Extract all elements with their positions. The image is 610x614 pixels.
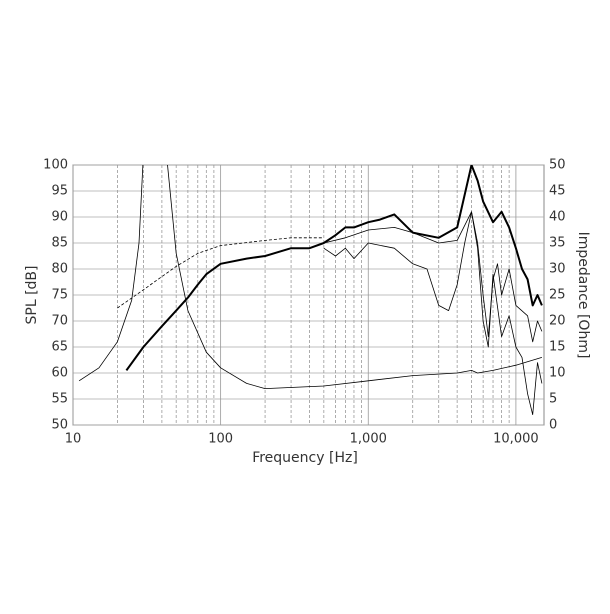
- y2-tick-label: 10: [549, 366, 566, 381]
- y-tick-label: 60: [51, 366, 68, 381]
- grid: [72, 164, 544, 426]
- y2-tick-label: 50: [549, 158, 566, 173]
- y2-tick-label: 15: [549, 340, 566, 355]
- y-axis-label: SPL [dB]: [24, 266, 40, 325]
- y2-tick-label: 20: [549, 314, 566, 329]
- x-tick-label: 1,000: [350, 432, 387, 447]
- y-tick-label: 80: [51, 262, 68, 277]
- x-tick-label: 100: [208, 432, 233, 447]
- y-tick-label: 50: [51, 418, 68, 433]
- y2-tick-label: 5: [549, 392, 557, 407]
- data-line: [78, 165, 543, 389]
- y-tick-label: 95: [51, 184, 68, 199]
- data-line: [323, 211, 543, 415]
- x-tick-label: 10,000: [493, 432, 539, 447]
- y2-tick-label: 35: [549, 236, 566, 251]
- data-line: [117, 237, 324, 309]
- y2-tick-label: 0: [549, 418, 557, 433]
- y-tick-label: 75: [51, 288, 68, 303]
- x-axis-label: Frequency [Hz]: [252, 450, 358, 466]
- y2-tick-label: 25: [549, 288, 566, 303]
- y2-tick-label: 30: [549, 262, 566, 277]
- y-tick-label: 85: [51, 236, 68, 251]
- y-tick-label: 100: [43, 158, 68, 173]
- data-line: [125, 165, 543, 371]
- y2-tick-label: 45: [549, 184, 566, 199]
- y-tick-label: 55: [51, 392, 68, 407]
- y2-axis-label: Impedance [Ohm]: [575, 232, 591, 359]
- y2-tick-label: 40: [549, 210, 566, 225]
- lines: [78, 165, 543, 415]
- y-tick-label: 70: [51, 314, 68, 329]
- x-tick-label: 10: [65, 432, 82, 447]
- data-line: [323, 211, 543, 343]
- y-tick-label: 90: [51, 210, 68, 225]
- y-tick-label: 65: [51, 340, 68, 355]
